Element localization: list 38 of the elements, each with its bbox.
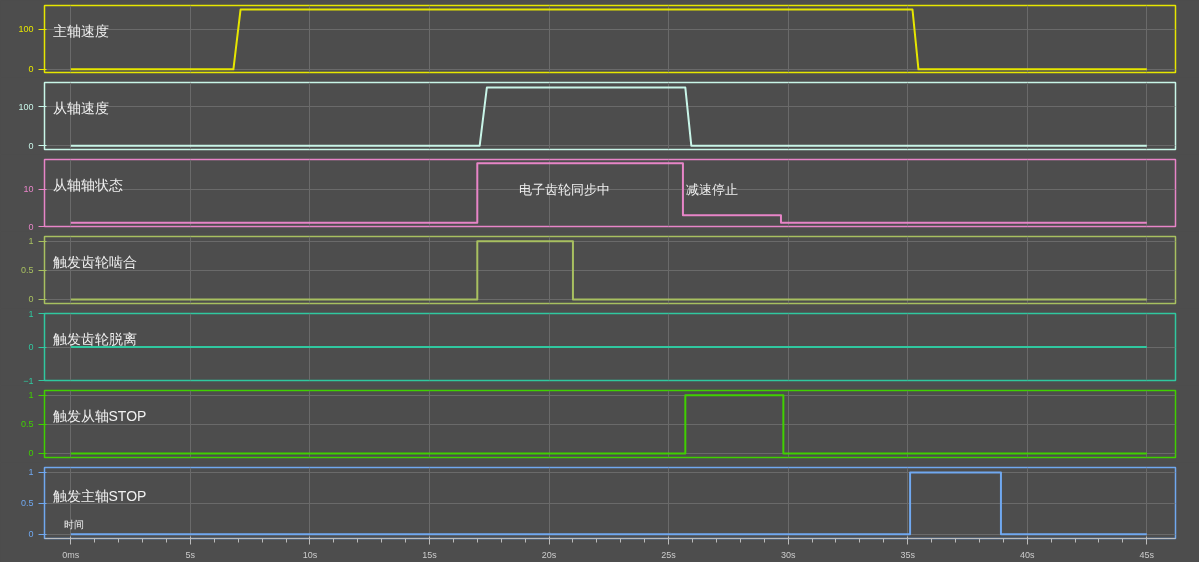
y-tick-label: 0 (28, 342, 34, 352)
legend-label: 从轴速度 (52, 100, 109, 116)
annotation: 减速停止 (685, 182, 738, 198)
y-tick-label: 0 (28, 221, 34, 232)
y-tick-label: 1 (28, 390, 34, 401)
y-tick-label: 1 (28, 236, 34, 247)
x-tick-label: 15s (422, 549, 438, 560)
y-tick-label: 100 (18, 24, 34, 35)
y-tick-label: 0 (28, 294, 34, 305)
x-tick-label: 10s (302, 549, 318, 560)
y-tick-label: 0 (28, 140, 34, 151)
x-tick-label: 25s (661, 549, 677, 560)
text: 触发主轴STOP (52, 487, 147, 504)
legend-label: 触发从轴STOP (52, 408, 147, 424)
y-tick-label: 1 (28, 308, 34, 319)
legend-label: 从轴轴状态 (52, 177, 123, 193)
legend-label: 触发齿轮啮合 (52, 254, 137, 270)
annotation: 电子齿轮同步中 (519, 182, 611, 198)
x-tick-label: 45s (1139, 549, 1155, 560)
x-tick-label: 5s (185, 549, 196, 560)
x-tick-label: 20s (541, 549, 557, 560)
legend-label: 触发齿轮脱离 (52, 331, 137, 347)
y-tick-label: 1 (28, 467, 34, 478)
y-tick-label: 0.5 (20, 265, 34, 276)
y-tick-label: 0 (28, 529, 34, 540)
x-tick-label: 30s (780, 549, 796, 560)
y-tick-label: 100 (18, 101, 34, 112)
y-tick-label: 10 (23, 184, 34, 195)
y-tick-label: 0 (28, 64, 34, 75)
x-tick-label: 0ms (62, 549, 80, 560)
y-tick-label: 0 (28, 448, 34, 459)
y-tick-label: 0.5 (20, 419, 34, 430)
x-tick-label: 35s (900, 549, 916, 560)
y-tick-label: 0.5 (20, 498, 34, 509)
x-tick-label: 40s (1020, 549, 1036, 560)
x-axis-title: 时间 (63, 518, 84, 530)
y-tick-label: −1 (23, 375, 34, 386)
legend-label: 主轴速度 (52, 23, 109, 39)
